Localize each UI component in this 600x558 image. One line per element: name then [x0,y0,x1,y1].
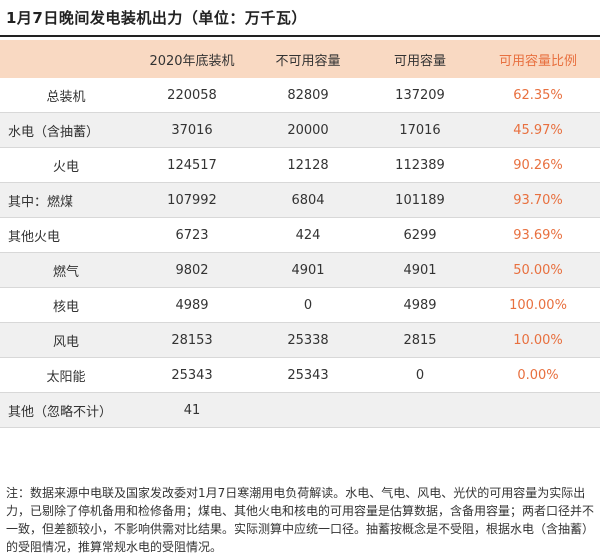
row-unavailable: 4901 [252,252,364,288]
table-header-row: 2020年底装机 不可用容量 可用容量 可用容量比例 [0,40,600,78]
row-installed: 107992 [132,182,252,218]
header-installed: 2020年底装机 [132,40,252,78]
table-row: 太阳能 25343 25343 0 0.00% [0,357,600,393]
row-ratio: 100.00% [476,287,600,323]
row-ratio [476,392,600,428]
row-available: 101189 [364,182,476,218]
row-unavailable: 424 [252,217,364,253]
row-available: 4901 [364,252,476,288]
row-available: 112389 [364,147,476,183]
row-ratio: 50.00% [476,252,600,288]
row-unavailable: 25343 [252,357,364,393]
row-ratio: 45.97% [476,112,600,148]
row-installed: 6723 [132,217,252,253]
table-row: 水电（含抽蓄） 37016 20000 17016 45.97% [0,112,600,148]
row-available: 0 [364,357,476,393]
row-unavailable: 25338 [252,322,364,358]
capacity-table: 2020年底装机 不可用容量 可用容量 可用容量比例 总装机 220058 82… [0,40,600,428]
row-name: 太阳能 [0,357,132,393]
row-installed: 9802 [132,252,252,288]
row-unavailable: 12128 [252,147,364,183]
header-unavailable: 不可用容量 [252,40,364,78]
header-name [0,40,132,78]
row-installed: 28153 [132,322,252,358]
row-name: 火电 [0,147,132,183]
row-installed: 41 [132,392,252,428]
row-available: 6299 [364,217,476,253]
row-name: 风电 [0,322,132,358]
row-name: 总装机 [0,78,132,113]
row-ratio: 0.00% [476,357,600,393]
row-available: 137209 [364,78,476,113]
footnote: 注：数据来源中电联及国家发改委对1月7日寒潮用电负荷解读。水电、气电、风电、光伏… [6,486,595,554]
row-ratio: 10.00% [476,322,600,358]
table-row: 风电 28153 25338 2815 10.00% [0,322,600,358]
table-row: 其他火电 6723 424 6299 93.69% [0,217,600,253]
row-unavailable: 20000 [252,112,364,148]
row-available: 4989 [364,287,476,323]
table-row: 总装机 220058 82809 137209 62.35% [0,78,600,113]
table-row: 核电 4989 0 4989 100.00% [0,287,600,323]
table-row: 火电 124517 12128 112389 90.26% [0,147,600,183]
table-row: 其他（忽略不计） 41 [0,392,600,428]
row-name: 其中：燃煤 [0,182,132,218]
page-title: 1月7日晚间发电装机出力（单位：万千瓦） [6,9,307,27]
row-ratio: 93.70% [476,182,600,218]
row-installed: 4989 [132,287,252,323]
row-ratio: 90.26% [476,147,600,183]
row-installed: 25343 [132,357,252,393]
row-available [364,392,476,428]
row-unavailable: 0 [252,287,364,323]
row-name: 其他（忽略不计） [0,392,132,428]
row-unavailable [252,392,364,428]
row-ratio: 93.69% [476,217,600,253]
row-installed: 37016 [132,112,252,148]
header-available: 可用容量 [364,40,476,78]
header-ratio: 可用容量比例 [476,40,600,78]
title-divider [0,35,600,37]
row-name: 其他火电 [0,217,132,253]
title-bar: 1月7日晚间发电装机出力（单位：万千瓦） [0,0,600,38]
row-unavailable: 82809 [252,78,364,113]
row-installed: 220058 [132,78,252,113]
row-unavailable: 6804 [252,182,364,218]
row-available: 2815 [364,322,476,358]
row-ratio: 62.35% [476,78,600,113]
row-name: 核电 [0,287,132,323]
table-row: 燃气 9802 4901 4901 50.00% [0,252,600,288]
row-available: 17016 [364,112,476,148]
table-row: 其中：燃煤 107992 6804 101189 93.70% [0,182,600,218]
row-name: 水电（含抽蓄） [0,112,132,148]
row-name: 燃气 [0,252,132,288]
row-installed: 124517 [132,147,252,183]
